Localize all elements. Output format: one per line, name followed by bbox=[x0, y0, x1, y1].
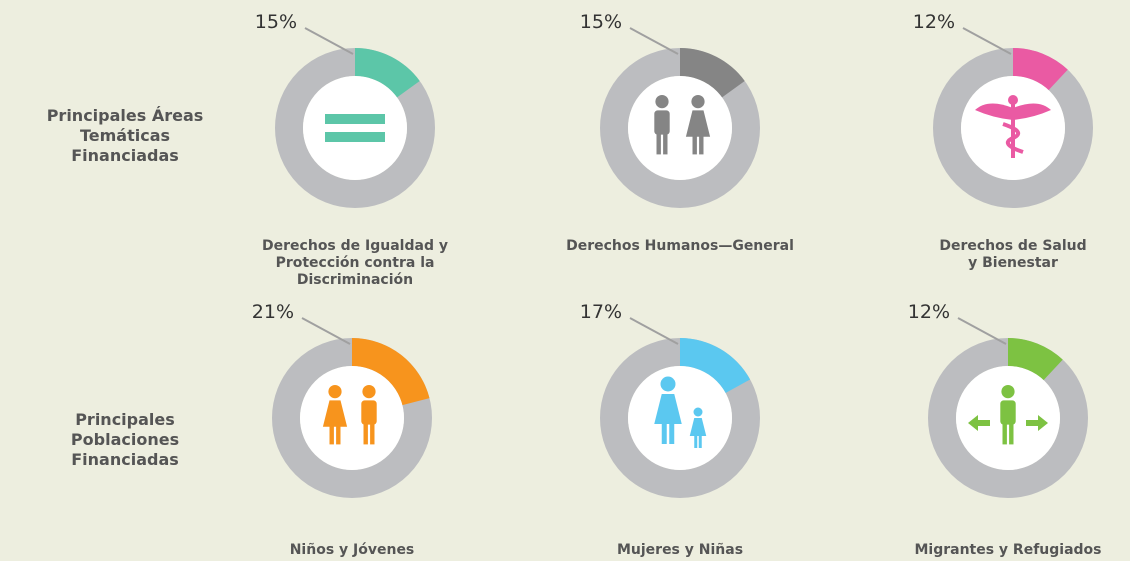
icon bbox=[1026, 415, 1048, 431]
donut-title: Niños y Jóvenes bbox=[289, 542, 415, 558]
donut-segment bbox=[1008, 338, 1063, 381]
row-label: Principales Áreas Temáticas Financiadas bbox=[46, 106, 204, 165]
leader-line bbox=[304, 27, 354, 55]
leader-line bbox=[629, 317, 679, 345]
donut-segment bbox=[355, 48, 420, 98]
donut-segment bbox=[680, 338, 751, 393]
icon bbox=[660, 376, 676, 392]
icon bbox=[362, 385, 376, 399]
icon bbox=[361, 400, 377, 425]
icon bbox=[654, 394, 682, 424]
value-label: 17% bbox=[580, 301, 622, 323]
icon bbox=[1002, 422, 1007, 445]
donut-hole bbox=[628, 76, 732, 180]
icon bbox=[329, 422, 334, 445]
icon bbox=[325, 114, 385, 124]
value-label: 15% bbox=[580, 11, 622, 33]
icon bbox=[689, 418, 707, 436]
icon bbox=[1011, 104, 1015, 158]
donut-hole bbox=[300, 366, 404, 470]
icon bbox=[699, 132, 704, 155]
icon bbox=[694, 433, 698, 448]
donut-title: Mujeres y Niñas bbox=[616, 542, 744, 558]
icon bbox=[1001, 385, 1015, 399]
icon bbox=[654, 110, 670, 135]
donut-title: Derechos Humanos—General bbox=[566, 238, 794, 254]
value-label: 15% bbox=[255, 11, 297, 33]
leader-line bbox=[957, 317, 1007, 345]
value-label: 12% bbox=[913, 11, 955, 33]
icon bbox=[691, 95, 705, 109]
donut-title: Migrantes y Refugiados bbox=[914, 542, 1102, 558]
icon bbox=[655, 95, 669, 109]
donut-hole bbox=[303, 76, 407, 180]
icon bbox=[1008, 95, 1018, 105]
icon bbox=[1009, 422, 1014, 445]
icon bbox=[322, 400, 348, 427]
icon bbox=[975, 103, 1013, 120]
icon bbox=[669, 419, 675, 444]
donut-segment bbox=[680, 48, 745, 98]
leader-line bbox=[629, 27, 679, 55]
icon bbox=[663, 132, 668, 155]
icon bbox=[968, 415, 990, 431]
leader-line bbox=[301, 317, 351, 345]
icon bbox=[693, 407, 703, 417]
icon bbox=[1000, 400, 1016, 425]
icon bbox=[370, 422, 375, 445]
icon bbox=[336, 422, 341, 445]
icon bbox=[1013, 103, 1051, 120]
icon bbox=[656, 132, 661, 155]
donut-segment bbox=[1013, 48, 1068, 91]
value-label: 21% bbox=[252, 301, 294, 323]
row-label: Principales Poblaciones Financiadas bbox=[70, 410, 180, 469]
donut-title: Derechos de Salud y Bienestar bbox=[939, 238, 1087, 271]
donut-title: Derechos de Igualdad y Protección contra… bbox=[262, 238, 448, 288]
icon bbox=[325, 132, 385, 142]
value-label: 12% bbox=[908, 301, 950, 323]
icon bbox=[698, 433, 702, 448]
icon bbox=[363, 422, 368, 445]
icon bbox=[692, 132, 697, 155]
icon bbox=[661, 419, 667, 444]
icon bbox=[685, 110, 711, 137]
icon bbox=[328, 385, 342, 399]
icon bbox=[1002, 122, 1024, 154]
leader-line bbox=[962, 27, 1012, 55]
donut-segment bbox=[352, 338, 430, 406]
